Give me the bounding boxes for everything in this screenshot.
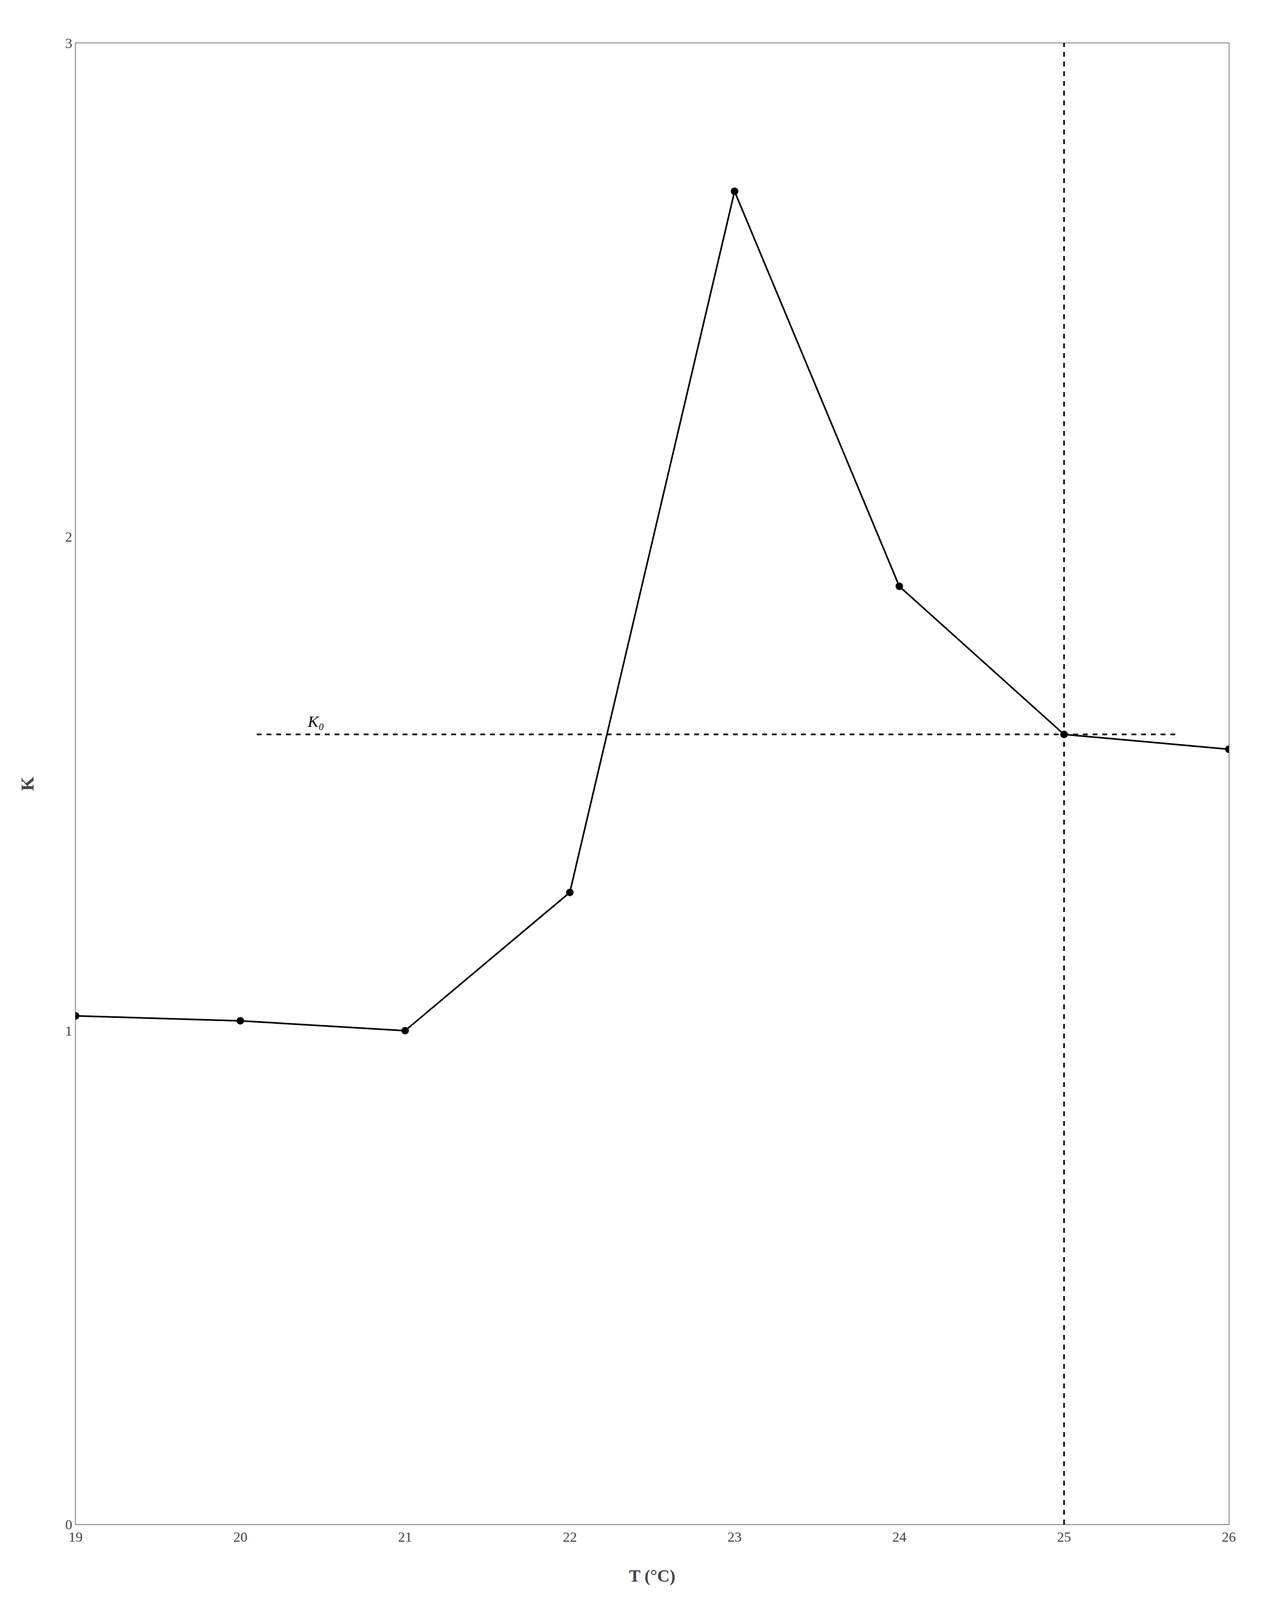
svg-text:21: 21 [397,1528,412,1545]
svg-text:23: 23 [727,1528,742,1545]
svg-text:24: 24 [892,1528,907,1545]
svg-text:19: 19 [68,1528,83,1545]
svg-text:20: 20 [233,1528,248,1545]
svg-text:22: 22 [562,1528,577,1545]
svg-text:K₀: K₀ [307,712,324,730]
svg-text:0: 0 [65,1516,73,1533]
svg-text:K: K [17,776,38,791]
svg-text:3: 3 [65,35,73,52]
svg-text:T (°C): T (°C) [628,1565,676,1586]
svg-text:26: 26 [1221,1528,1236,1545]
svg-text:1: 1 [65,1023,73,1039]
svg-text:2: 2 [65,529,73,545]
svg-text:25: 25 [1057,1528,1072,1545]
